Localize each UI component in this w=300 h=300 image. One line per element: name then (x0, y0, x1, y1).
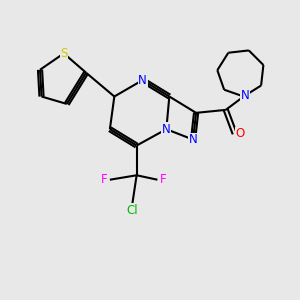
Text: F: F (160, 173, 166, 186)
Text: F: F (101, 173, 108, 186)
Text: N: N (241, 88, 250, 101)
Text: S: S (60, 47, 68, 60)
Text: Cl: Cl (126, 204, 138, 217)
Text: O: O (236, 127, 245, 140)
Text: N: N (138, 74, 147, 87)
Text: N: N (162, 123, 171, 136)
Text: N: N (189, 133, 197, 146)
